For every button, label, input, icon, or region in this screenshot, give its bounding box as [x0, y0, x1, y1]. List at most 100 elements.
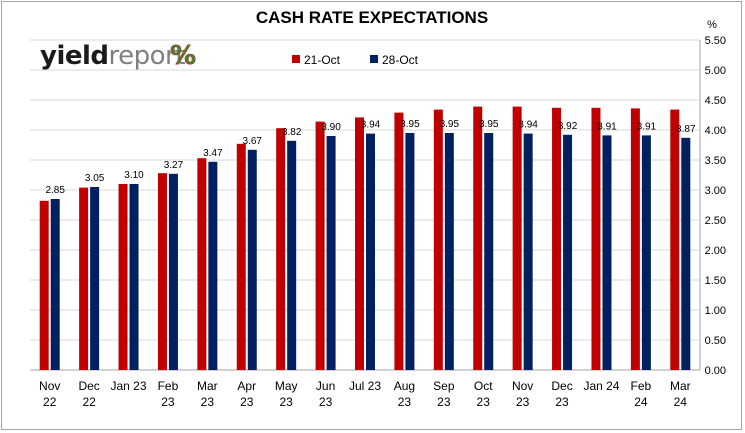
y-tick-label: 5.00 — [705, 65, 726, 77]
bar-series2 — [287, 140, 297, 370]
x-tick-label: Aug — [394, 379, 415, 393]
data-label: 3.94 — [361, 120, 381, 131]
y-tick-label: 3.00 — [705, 185, 726, 197]
bar-series1 — [355, 117, 364, 371]
x-tick-label: 23 — [201, 395, 215, 409]
bar-series2 — [208, 161, 218, 370]
x-tick-label: 23 — [555, 395, 569, 409]
x-tick-label: 23 — [437, 395, 451, 409]
logo-percent-icon: % — [170, 41, 196, 71]
data-label: 3.95 — [400, 119, 420, 130]
x-tick-label: Feb — [631, 379, 652, 393]
y-tick-label: 4.50 — [705, 95, 726, 107]
x-tick-label: Oct — [474, 379, 493, 393]
y-axis-unit: % — [707, 19, 717, 31]
bar-series2 — [602, 135, 612, 370]
data-label: 3.92 — [558, 121, 578, 132]
y-tick-label: 2.50 — [705, 215, 726, 227]
x-tick-label: Jan 24 — [583, 379, 619, 393]
x-axis-ticks: Nov 22 Dec 22 Jan 23 Feb 23 Mar 23 Apr 23 May 23 Jun 2… — [39, 379, 691, 409]
bar-series2 — [681, 137, 691, 370]
x-tick-label: 23 — [477, 395, 491, 409]
data-label: 3.91 — [637, 121, 657, 132]
data-label: 2.85 — [45, 185, 65, 196]
x-tick-label: Mar — [670, 379, 691, 393]
legend-swatch — [370, 55, 378, 63]
y-tick-label: 4.00 — [705, 125, 726, 137]
data-label: 3.05 — [85, 173, 105, 184]
logo-text-report: report — [109, 41, 186, 71]
x-tick-label: May — [275, 379, 298, 393]
x-tick-label: 23 — [319, 395, 333, 409]
bar-series2 — [641, 135, 651, 370]
x-tick-label: 24 — [634, 395, 648, 409]
y-tick-label: 0.50 — [705, 335, 726, 347]
bars — [39, 106, 691, 371]
y-tick-label: 0.00 — [705, 365, 726, 377]
bar-series1 — [552, 107, 562, 371]
bar-series2 — [326, 136, 336, 370]
x-tick-label: 23 — [279, 395, 293, 409]
legend-label: 28-Oct — [382, 53, 419, 67]
bar-series1 — [591, 107, 601, 371]
x-tick-label: 23 — [398, 395, 412, 409]
bar-series1 — [236, 143, 246, 370]
x-tick-label: 22 — [43, 395, 57, 409]
x-tick-label: Dec — [551, 379, 572, 393]
data-labels: 2.85 3.05 3.10 3.27 3.47 3.67 3.82 3.90 3.94 3.95… — [45, 119, 695, 196]
data-label: 3.91 — [597, 121, 617, 132]
bar-series1 — [670, 109, 680, 370]
data-label: 3.47 — [203, 148, 223, 159]
bar-series2 — [168, 173, 178, 370]
x-tick-label: 23 — [516, 395, 530, 409]
bar-series1 — [157, 173, 167, 370]
bar-series2 — [405, 133, 415, 370]
y-tick-label: 1.00 — [705, 305, 726, 317]
x-tick-label: Jan 23 — [111, 379, 147, 393]
bar-series2 — [523, 133, 533, 370]
y-tick-label: 5.50 — [705, 35, 726, 47]
y-tick-label: 3.50 — [705, 155, 726, 167]
y-tick-label: 1.50 — [705, 275, 726, 287]
data-label: 3.95 — [479, 119, 499, 130]
data-label: 3.94 — [518, 120, 538, 131]
legend-swatch — [292, 55, 300, 63]
x-tick-label: Feb — [158, 379, 179, 393]
data-label: 3.67 — [243, 136, 263, 147]
x-tick-label: Sep — [433, 379, 455, 393]
data-label: 3.90 — [321, 122, 341, 133]
bar-series2 — [129, 184, 139, 370]
bar-series1 — [473, 106, 483, 370]
gridlines — [30, 39, 701, 371]
bar-series1 — [79, 187, 89, 370]
x-tick-label: Mar — [197, 379, 218, 393]
bar-series1 — [394, 112, 404, 370]
logo-text-yield: yield — [40, 41, 109, 71]
x-tick-label: 23 — [161, 395, 175, 409]
x-tick-label: 22 — [82, 395, 96, 409]
bar-series1 — [433, 109, 443, 370]
svg-text:yieldreport: yieldreport — [40, 41, 185, 71]
bar-series1 — [197, 158, 207, 370]
legend-label: 21-Oct — [304, 53, 341, 67]
bar-series1 — [276, 128, 286, 370]
bar-series2 — [444, 133, 454, 370]
x-tick-label: Dec — [78, 379, 99, 393]
bar-series2 — [563, 134, 573, 370]
x-tick-label: Jul 23 — [349, 379, 381, 393]
bar-series1 — [118, 184, 128, 370]
x-tick-label: Nov — [39, 379, 60, 393]
bar-series2 — [366, 133, 375, 370]
bar-series1 — [630, 108, 640, 371]
bar-series2 — [247, 149, 257, 370]
x-tick-label: Nov — [512, 379, 533, 393]
data-label: 3.10 — [124, 170, 144, 181]
bar-series2 — [484, 133, 494, 370]
data-label: 3.95 — [440, 119, 460, 130]
data-label: 3.87 — [676, 124, 696, 135]
y-axis-ticks: 0.00 0.50 1.00 1.50 2.00 2.50 3.00 3.50 4.00 4.50… — [705, 35, 726, 377]
x-tick-label: 24 — [674, 395, 688, 409]
bar-series1 — [512, 106, 522, 370]
chart-title: CASH RATE EXPECTATIONS — [256, 8, 488, 27]
